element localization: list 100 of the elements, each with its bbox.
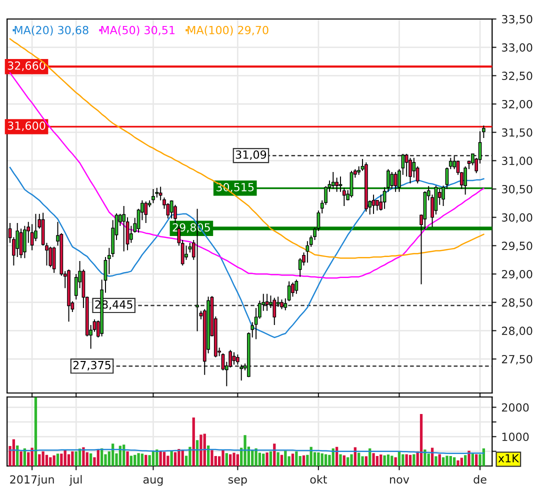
bar [427,454,430,466]
bar [364,456,368,466]
y-tick-label: 29,50 [502,242,532,252]
bar [398,452,401,466]
bar [269,451,272,466]
y-tick-label: 29,00 [502,270,532,280]
bar [56,454,60,466]
bar [170,450,173,466]
bar [380,454,382,466]
candlestick [394,172,398,192]
bar [126,451,129,466]
bar [148,455,151,466]
bar [42,451,44,466]
bar [152,451,155,466]
bar [118,446,122,466]
legend-label: MA(50) 30,51 [101,26,175,36]
bar [295,451,298,466]
candlestick [152,188,155,204]
bar [464,455,467,466]
candlestick [240,364,244,382]
x-tick-label: okt [310,475,327,484]
bar [49,457,52,466]
bar [468,450,470,466]
bar [38,454,41,466]
bar [130,456,133,466]
x-tick-label: aug [143,477,163,486]
y-tick-label: 1000 [502,432,529,442]
bar [89,453,92,466]
y-tick-label: 30,50 [502,184,532,195]
x-tick-label: sep [228,477,247,486]
y-tick-label: 33,00 [502,43,532,53]
bar [394,457,397,466]
y-tick-label: 30,00 [502,213,532,223]
bar [446,456,448,466]
y-tick-label: 28,00 [502,326,532,336]
candlestick [265,293,269,312]
bar [34,397,38,466]
bar [390,456,394,466]
legend-label: MA(20) 30,68 [14,26,88,36]
ref-line-label: 31,09 [236,150,266,160]
bar [412,454,416,466]
bar [232,452,236,466]
bar [471,454,474,466]
candlestick [23,225,26,259]
bar [346,457,350,466]
bar [206,445,210,466]
text: x1K [498,454,520,462]
bar [402,454,404,466]
bar [244,435,246,466]
bar [262,454,265,466]
line-series [9,166,484,338]
y-tick-label: 2000 [502,403,529,412]
bar [342,455,346,466]
candlestick [338,176,342,192]
bar [291,454,294,466]
bar [210,450,214,466]
bar [52,455,56,466]
bar [134,454,136,466]
bar [372,453,375,466]
bar [254,448,258,466]
bar [266,452,268,466]
bar [438,454,441,466]
bar [30,448,34,466]
bar [456,460,460,466]
bar [60,454,63,466]
bar [203,434,206,466]
bar [200,434,202,466]
bar [188,446,192,466]
bar [424,450,426,466]
line-series [9,38,484,259]
bar [460,458,463,466]
bar [82,447,85,466]
candlestick [158,186,162,201]
candlestick [408,157,412,184]
bar [258,452,262,466]
bar [67,454,70,466]
bar [339,454,342,466]
x-tick-label: de [474,475,486,484]
bar [358,452,360,466]
candlestick [294,279,298,294]
bar [225,453,228,466]
candlestick [350,170,354,198]
bar [361,456,364,466]
bar [276,452,280,466]
candlestick [291,282,294,298]
bar [386,454,390,466]
bar [302,455,306,466]
candlestick [174,204,177,224]
legend-label: MA(100) 29,70 [188,26,268,36]
bar [137,453,140,466]
x-tick-label: 2017jun [10,475,54,486]
bar [324,454,328,466]
bar [475,454,478,466]
bar [376,456,379,466]
bar [27,452,30,466]
bar [452,457,456,466]
bar [408,454,412,466]
bar [71,451,74,466]
bar [20,451,22,466]
y-tick-label: 32,00 [502,100,532,110]
